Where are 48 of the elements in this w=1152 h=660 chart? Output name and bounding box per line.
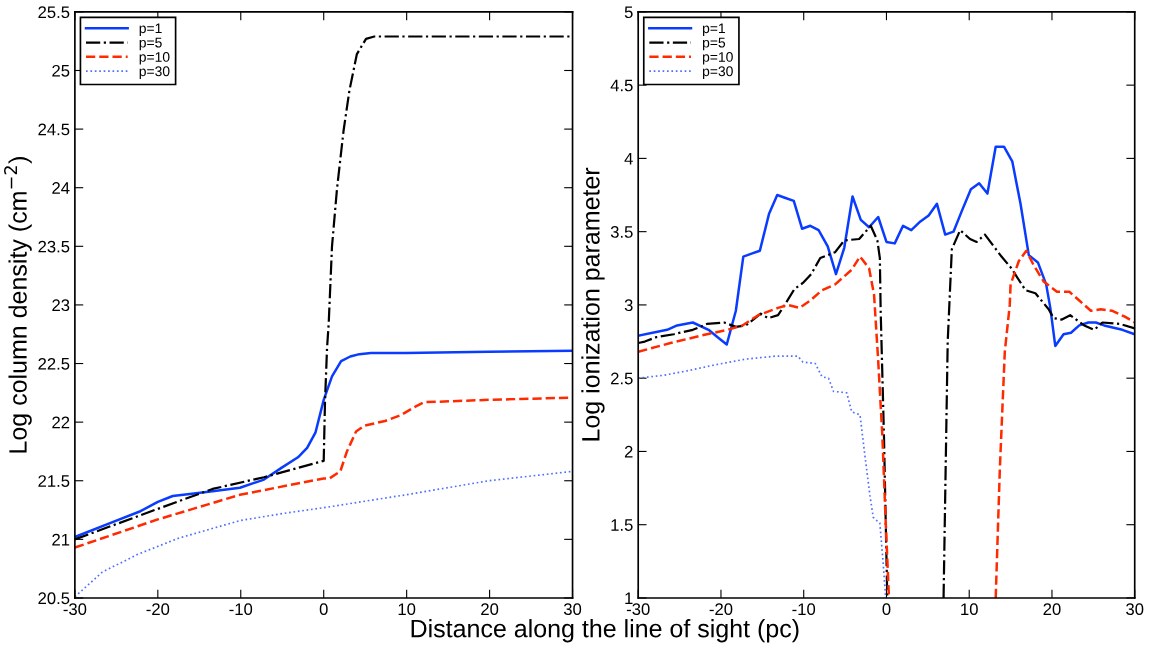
x-tick-label: -30 [626, 603, 650, 616]
legend-label: p=5 [702, 37, 726, 51]
y-axis-title: Log ionization parameter [581, 167, 605, 441]
legend-label: p=10 [139, 52, 170, 65]
y-tick-label: 4 [624, 152, 633, 165]
y-tick-label: 23 [52, 299, 70, 312]
line-series [638, 355, 887, 598]
x-axis-title: Distance along the line of sight (pc) [411, 619, 799, 643]
x-tick-label: 30 [563, 603, 582, 616]
y-tick-label: 4.5 [610, 79, 633, 92]
y-tick-label: 2 [624, 445, 633, 458]
x-tick-label: -10 [229, 603, 253, 616]
y-tick-label: 22 [52, 416, 70, 429]
y-tick-label: 5 [624, 6, 633, 19]
x-tick-label: 10 [961, 603, 978, 616]
legend-label: p=5 [139, 37, 162, 51]
x-tick-label: 10 [398, 603, 416, 616]
y-tick-label: 3.5 [610, 226, 633, 238]
legend-label: p=10 [702, 52, 733, 65]
y-tick-label: 25 [52, 64, 70, 77]
y-tick-label: 21 [52, 533, 70, 546]
legend-label: p=1 [139, 23, 162, 36]
x-tick-label: -20 [146, 603, 170, 616]
x-tick-label: -20 [709, 603, 733, 616]
line-series [638, 145, 1135, 348]
legend-label: p=30 [702, 66, 733, 79]
y-tick-label: 20.5 [38, 592, 70, 605]
y-tick-label: 1 [625, 592, 633, 604]
line-series [74, 349, 573, 539]
y-tick-label: 1.5 [611, 519, 633, 531]
legend-label: p=1 [702, 23, 725, 36]
x-tick-label: 30 [1126, 603, 1144, 616]
y-tick-label: 3 [624, 299, 633, 312]
legend-label: p=30 [139, 66, 170, 79]
y-tick-label: 2.5 [611, 372, 633, 385]
y-tick-label: 21.5 [38, 475, 70, 487]
x-tick-label: 0 [319, 603, 328, 616]
x-tick-label: 0 [882, 603, 891, 616]
x-tick-label: 20 [481, 603, 499, 616]
y-tick-label: 25.5 [38, 6, 70, 19]
x-tick-label: -30 [63, 603, 87, 616]
y-tick-label: 22.5 [38, 357, 70, 370]
x-tick-label: 20 [1043, 603, 1061, 616]
y-axis-title: Log column density (cm$^{−2}$) [4, 157, 32, 453]
x-tick-label: -10 [792, 603, 816, 616]
y-tick-label: 23.5 [38, 240, 70, 253]
y-tick-label: 24.5 [38, 123, 70, 136]
y-tick-label: 24 [52, 182, 70, 194]
